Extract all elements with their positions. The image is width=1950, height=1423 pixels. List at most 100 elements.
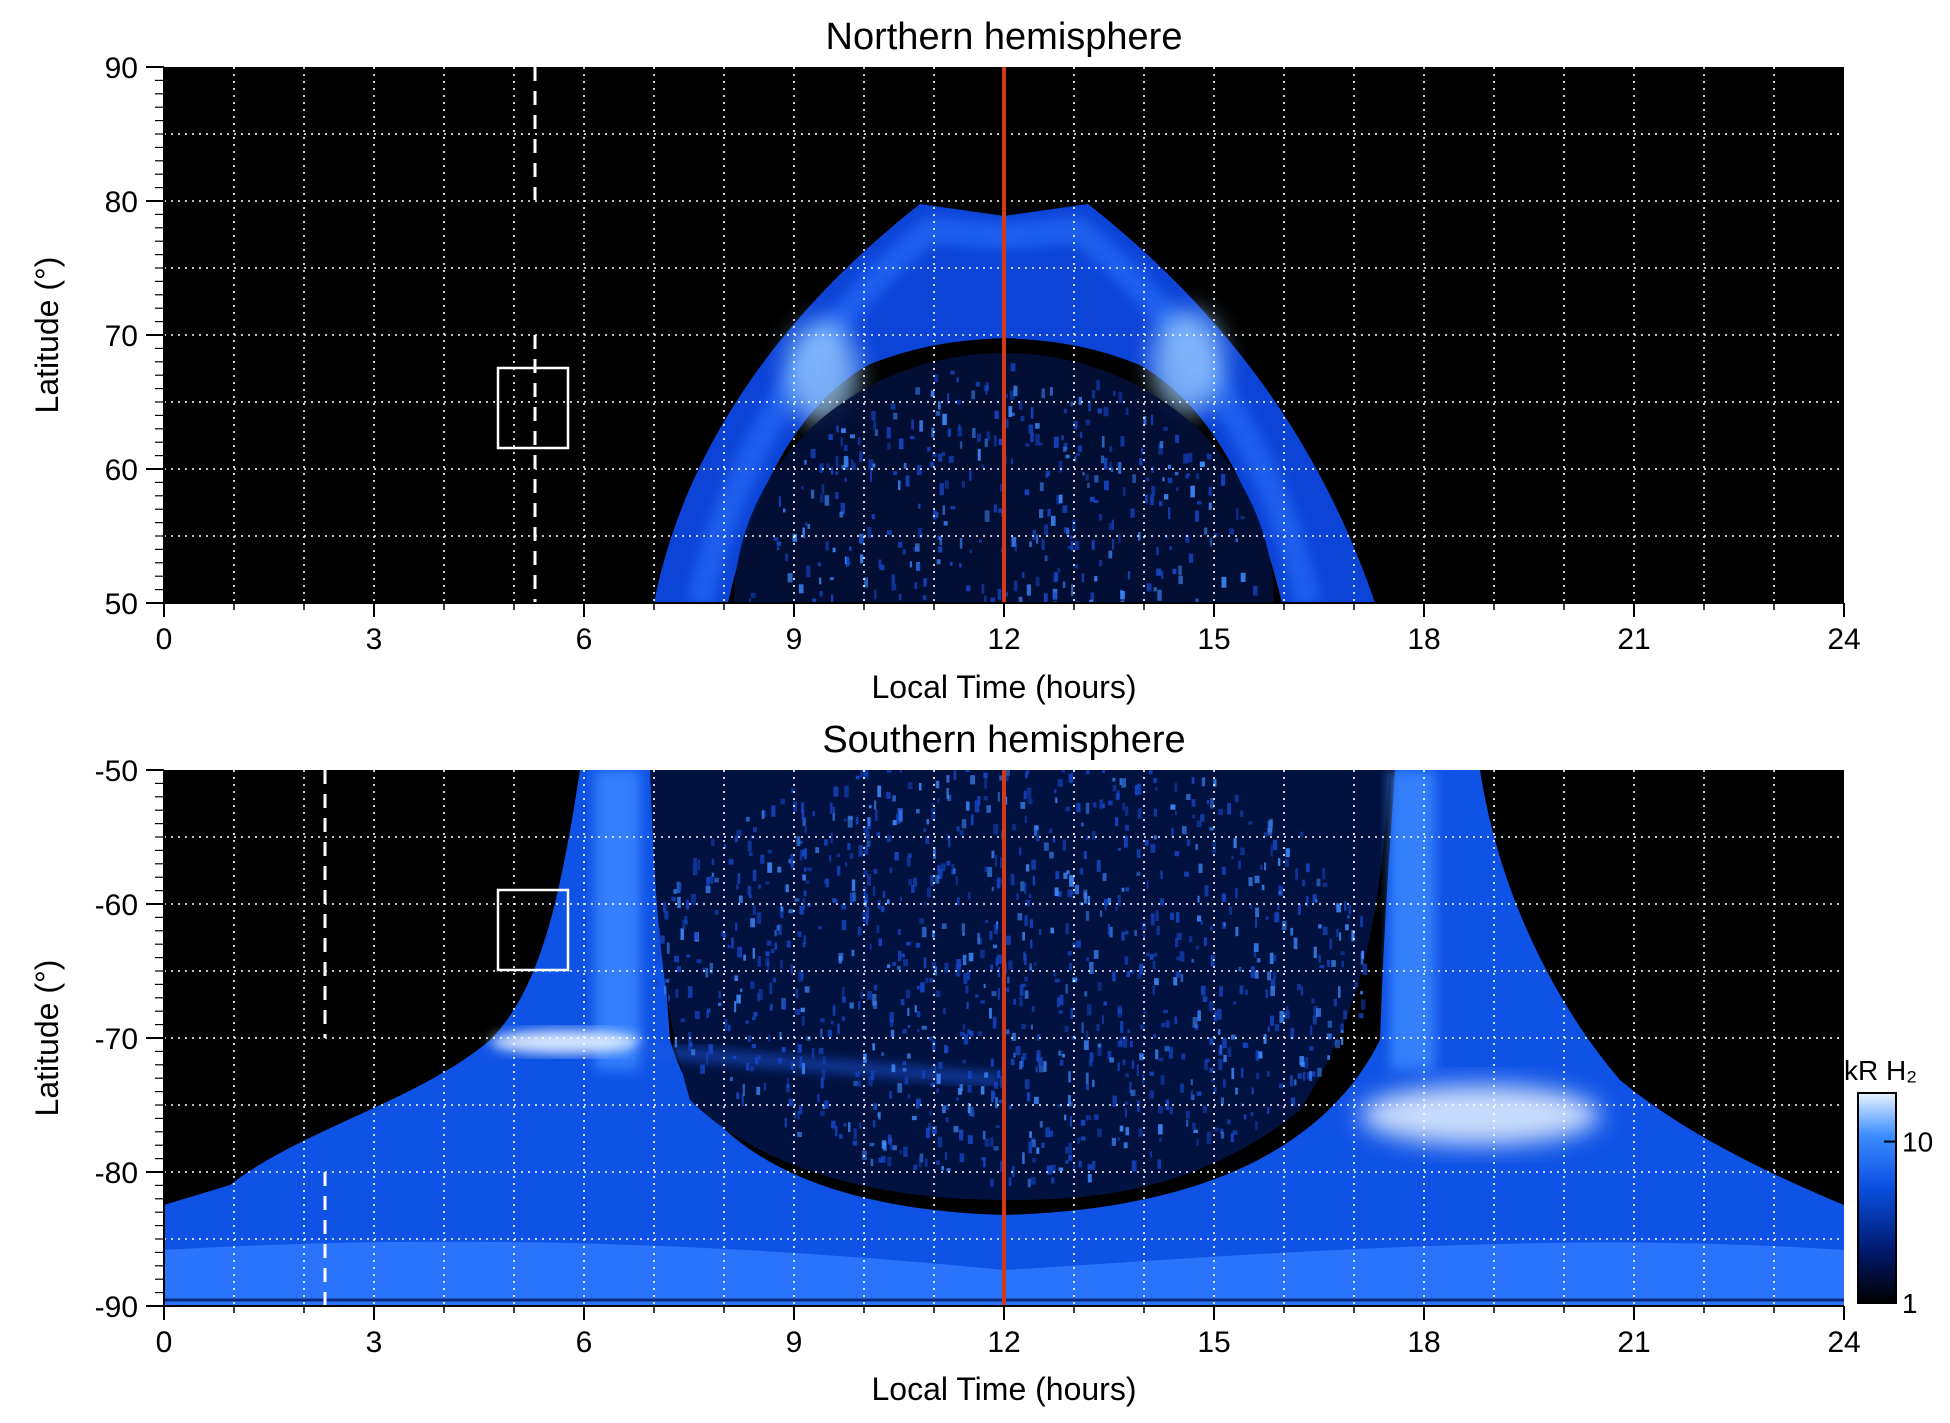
speckle (1351, 930, 1355, 942)
speckle (1217, 1029, 1221, 1035)
colorbar-label: kR H₂ (1844, 1055, 1917, 1086)
speckle (946, 609, 950, 615)
speckle (1354, 982, 1359, 988)
speckle (771, 805, 776, 817)
speckle (1005, 1029, 1010, 1035)
speckle (767, 862, 773, 873)
speckle (977, 761, 979, 765)
speckle (1067, 766, 1070, 769)
x-tick-label: 3 (366, 1326, 383, 1359)
speckle (1159, 1137, 1162, 1142)
speckle (830, 594, 834, 602)
speckle (1046, 634, 1049, 639)
speckle (1338, 932, 1342, 941)
speckle (1150, 675, 1152, 687)
speckle (825, 541, 830, 551)
speckle (1103, 407, 1109, 417)
speckle (1163, 1009, 1168, 1014)
speckle (1107, 898, 1111, 905)
speckle (1175, 912, 1180, 923)
speckle (1065, 806, 1071, 812)
speckle (1070, 540, 1074, 551)
speckle (1134, 930, 1138, 937)
speckle (1233, 688, 1237, 699)
speckle (735, 922, 738, 931)
speckle (742, 1083, 745, 1096)
speckle (772, 977, 777, 983)
speckle (1218, 1047, 1223, 1056)
speckle (1042, 618, 1045, 623)
speckle (923, 828, 927, 833)
speckle (1290, 1097, 1296, 1107)
speckle (843, 455, 849, 468)
speckle (1303, 1057, 1309, 1069)
speckle (756, 993, 761, 1002)
speckle (866, 637, 869, 647)
speckle (1024, 953, 1027, 966)
speckle (1179, 951, 1185, 962)
speckle (1235, 1087, 1239, 1095)
speckle (949, 561, 953, 566)
speckle (859, 618, 861, 627)
speckle (1158, 1124, 1163, 1135)
speckle (805, 880, 810, 884)
speckle (706, 1010, 710, 1018)
speckle (1069, 962, 1072, 971)
speckle (991, 850, 995, 859)
speckle (1106, 770, 1110, 771)
speckle (1103, 1001, 1108, 1006)
speckle (822, 1056, 826, 1065)
speckle (1035, 1066, 1039, 1073)
speckle (969, 1030, 974, 1037)
speckle (857, 694, 862, 698)
speckle (1067, 889, 1073, 898)
speckle (1219, 986, 1223, 997)
speckle (1008, 960, 1013, 970)
speckle (1202, 996, 1208, 1002)
speckle (1169, 642, 1171, 649)
speckle (947, 603, 950, 615)
x-tick-label: 12 (987, 1326, 1020, 1359)
speckle (1210, 797, 1215, 809)
speckle (937, 1136, 943, 1148)
speckle (899, 770, 902, 773)
speckle (1099, 799, 1104, 809)
speckle (981, 583, 985, 594)
speckle (1078, 630, 1082, 639)
speckle (1115, 817, 1119, 827)
speckle (1022, 1152, 1025, 1164)
speckle (931, 961, 937, 970)
speckle (824, 839, 828, 846)
speckle (862, 911, 868, 922)
speckle (837, 1023, 840, 1035)
speckle (1290, 927, 1294, 936)
speckle (839, 511, 844, 518)
speckle (1091, 831, 1096, 840)
speckle (1240, 516, 1245, 520)
speckle (906, 941, 911, 946)
speckle (947, 393, 950, 404)
speckle (830, 832, 833, 844)
speckle (1000, 484, 1004, 492)
speckle (1065, 1146, 1069, 1154)
speckle (963, 973, 968, 985)
speckle (969, 549, 972, 554)
speckle (956, 826, 960, 832)
speckle (893, 412, 898, 420)
speckle (1250, 1111, 1254, 1117)
speckle (984, 438, 988, 448)
speckle (993, 1081, 999, 1089)
speckle (921, 926, 927, 938)
speckle (983, 772, 988, 778)
speckle (1074, 564, 1079, 569)
speckle (1054, 978, 1060, 983)
speckle (947, 794, 952, 802)
speckle (1285, 858, 1289, 867)
speckle (1143, 1010, 1147, 1014)
speckle (863, 893, 869, 903)
speckle (927, 446, 931, 452)
speckle (1360, 999, 1366, 1010)
northern-title: Northern hemisphere (826, 16, 1183, 58)
speckle (972, 428, 976, 439)
